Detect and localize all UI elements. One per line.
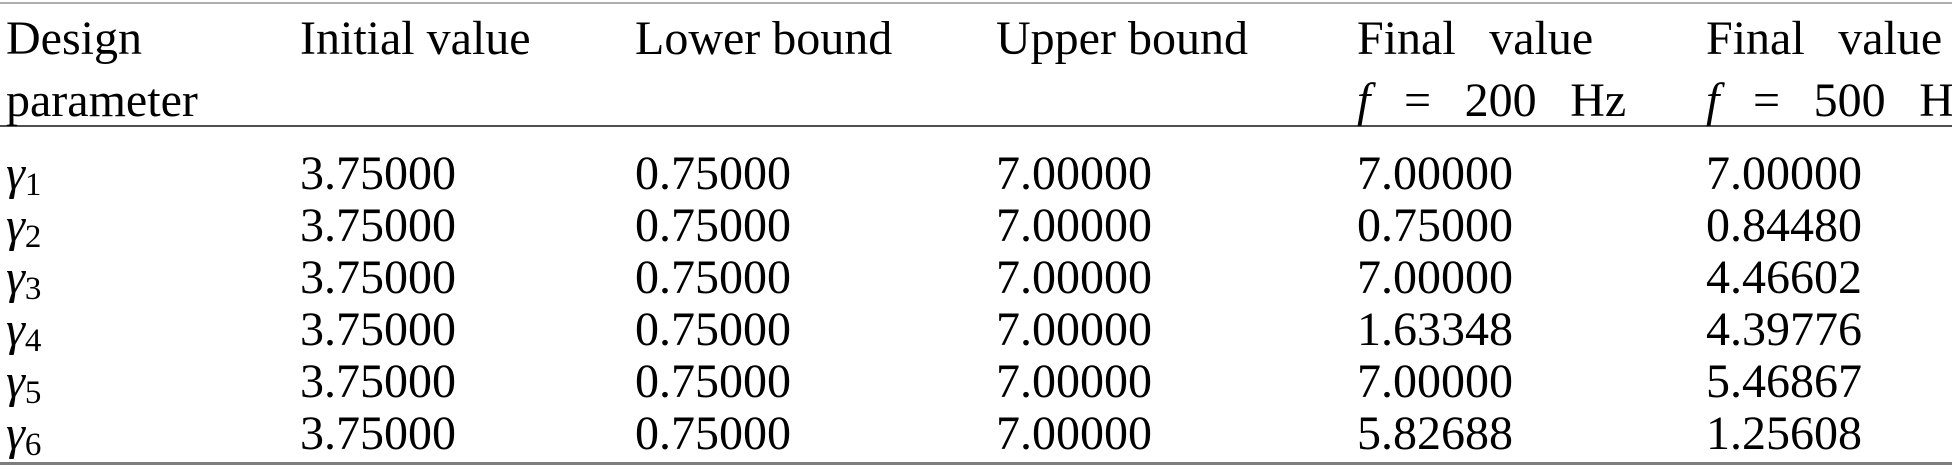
table-bottom-rule: [0, 462, 1952, 465]
upper-bound-cell: 7.00000: [996, 147, 1152, 200]
table-row: γ4 3.75000 0.75000 7.00000 1.63348 4.397…: [0, 303, 1952, 359]
frequency-symbol: f: [1706, 74, 1720, 127]
final-value-200hz-cell: 7.00000: [1357, 147, 1513, 200]
gamma-symbol: γ: [6, 355, 25, 408]
header-line: Initial value: [300, 12, 531, 65]
initial-value-cell: 3.75000: [300, 199, 456, 252]
table-top-rule: [0, 2, 1952, 4]
header-line: Lower bound: [635, 12, 893, 65]
table-row: γ2 3.75000 0.75000 7.00000 0.75000 0.844…: [0, 199, 1952, 255]
col-header-lower-bound: Lower bound: [635, 0, 996, 132]
header-frequency-line: f = 500 Hz: [1706, 70, 1952, 132]
final-value-200hz-cell: 0.75000: [1357, 199, 1513, 252]
header-line: Final value: [1706, 12, 1943, 65]
upper-bound-cell: 7.00000: [996, 355, 1152, 408]
gamma-subscript: 5: [24, 374, 42, 411]
lower-bound-cell: 0.75000: [635, 199, 791, 252]
gamma-symbol: γ: [6, 251, 25, 304]
header-row: Design parameter Initial value Lower bou…: [0, 0, 1952, 132]
lower-bound-cell: 0.75000: [635, 251, 791, 304]
gamma-subscript: 6: [24, 426, 42, 463]
gamma-subscript: 1: [24, 166, 42, 203]
gamma-subscript: 3: [24, 270, 42, 307]
table-row: γ3 3.75000 0.75000 7.00000 7.00000 4.466…: [0, 251, 1952, 307]
final-value-500hz-cell: 1.25608: [1706, 407, 1862, 460]
final-value-500hz-cell: 5.46867: [1706, 355, 1862, 408]
param-cell: γ4: [0, 303, 300, 359]
gamma-symbol: γ: [6, 147, 25, 200]
col-header-final-value-500hz: Final value f = 500 Hz: [1706, 0, 1952, 132]
initial-value-cell: 3.75000: [300, 251, 456, 304]
param-cell: γ3: [0, 251, 300, 307]
final-value-200hz-cell: 7.00000: [1357, 355, 1513, 408]
final-value-200hz-cell: 5.82688: [1357, 407, 1513, 460]
param-cell: γ5: [0, 355, 300, 411]
param-cell: γ6: [0, 407, 300, 463]
final-value-200hz-cell: 1.63348: [1357, 303, 1513, 356]
col-header-design-parameter: Design parameter: [0, 0, 300, 132]
final-value-500hz-cell: 0.84480: [1706, 199, 1862, 252]
initial-value-cell: 3.75000: [300, 303, 456, 356]
initial-value-cell: 3.75000: [300, 147, 456, 200]
table-row: γ5 3.75000 0.75000 7.00000 7.00000 5.468…: [0, 355, 1952, 411]
upper-bound-cell: 7.00000: [996, 199, 1152, 252]
upper-bound-cell: 7.00000: [996, 407, 1152, 460]
gamma-symbol: γ: [6, 199, 25, 252]
header-separator-rule: [0, 125, 1952, 127]
gamma-subscript: 2: [24, 218, 42, 255]
final-value-500hz-cell: 7.00000: [1706, 147, 1862, 200]
upper-bound-cell: 7.00000: [996, 251, 1152, 304]
frequency-value: = 200 Hz: [1403, 74, 1627, 127]
frequency-symbol: f: [1357, 74, 1371, 127]
lower-bound-cell: 0.75000: [635, 147, 791, 200]
col-header-final-value-200hz: Final value f = 200 Hz: [1357, 0, 1706, 132]
table-row: γ6 3.75000 0.75000 7.00000 5.82688 1.256…: [0, 407, 1952, 463]
upper-bound-cell: 7.00000: [996, 303, 1152, 356]
header-line: Final value: [1357, 12, 1594, 65]
gamma-symbol: γ: [6, 303, 25, 356]
lower-bound-cell: 0.75000: [635, 407, 791, 460]
final-value-500hz-cell: 4.46602: [1706, 251, 1862, 304]
gamma-subscript: 4: [24, 322, 42, 359]
header-frequency-line: f = 200 Hz: [1357, 70, 1706, 132]
gamma-symbol: γ: [6, 407, 25, 460]
header-line: Design: [6, 12, 142, 65]
final-value-200hz-cell: 7.00000: [1357, 251, 1513, 304]
initial-value-cell: 3.75000: [300, 355, 456, 408]
table-row: γ1 3.75000 0.75000 7.00000 7.00000 7.000…: [0, 132, 1952, 203]
frequency-value: = 500 Hz: [1752, 74, 1952, 127]
header-line: Upper bound: [996, 12, 1248, 65]
col-header-upper-bound: Upper bound: [996, 0, 1357, 132]
final-value-500hz-cell: 4.39776: [1706, 303, 1862, 356]
header-line: parameter: [6, 74, 198, 127]
lower-bound-cell: 0.75000: [635, 303, 791, 356]
param-cell: γ2: [0, 199, 300, 255]
table-header: Design parameter Initial value Lower bou…: [0, 0, 1952, 132]
col-header-initial-value: Initial value: [300, 0, 635, 132]
lower-bound-cell: 0.75000: [635, 355, 791, 408]
initial-value-cell: 3.75000: [300, 407, 456, 460]
table-body: γ1 3.75000 0.75000 7.00000 7.00000 7.000…: [0, 132, 1952, 463]
param-cell: γ1: [0, 132, 300, 203]
